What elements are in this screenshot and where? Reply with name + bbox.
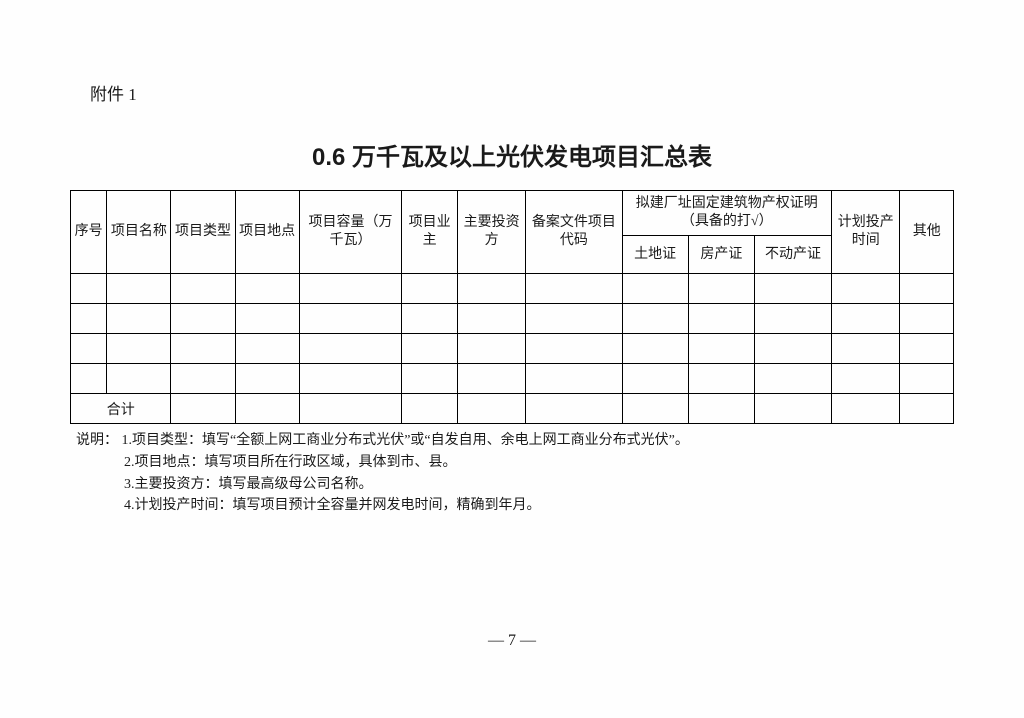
col-land-cert: 土地证 [622, 236, 688, 274]
table-row [71, 334, 954, 364]
col-project-type: 项目类型 [171, 191, 235, 274]
col-project-location: 项目地点 [235, 191, 299, 274]
col-seq: 序号 [71, 191, 107, 274]
col-property-group: 拟建厂址固定建筑物产权证明（具备的打√） [622, 191, 832, 236]
table-row [71, 274, 954, 304]
note-item: 4.计划投产时间：填写项目预计全容量并网发电时间，精确到年月。 [76, 495, 954, 517]
notes-list: 1.项目类型：填写“全额上网工商业分布式光伏”或“自发自用、余电上网工商业分布式… [76, 433, 954, 517]
note-item: 3.主要投资方：填写最高级母公司名称。 [76, 474, 954, 496]
page-title: 0.6 万千瓦及以上光伏发电项目汇总表 [70, 137, 954, 172]
col-main-investor: 主要投资方 [457, 191, 525, 274]
table-row [71, 364, 954, 394]
notes-label: 说明： [76, 433, 118, 448]
col-other: 其他 [900, 191, 954, 274]
attachment-label: 附件 1 [90, 80, 954, 105]
summary-table: 序号 项目名称 项目类型 项目地点 项目容量（万千瓦） 项目业主 主要投资方 备… [70, 190, 954, 424]
table-total-row: 合计 [71, 394, 954, 424]
page-number: — 7 — [0, 632, 1024, 650]
note-item: 2.项目地点：填写项目所在行政区域，具体到市、县。 [76, 452, 954, 474]
table-row [71, 304, 954, 334]
total-label: 合计 [71, 394, 171, 424]
note-item: 1.项目类型：填写“全额上网工商业分布式光伏”或“自发自用、余电上网工商业分布式… [122, 433, 689, 448]
notes-section: 说明： 1.项目类型：填写“全额上网工商业分布式光伏”或“自发自用、余电上网工商… [70, 430, 954, 517]
col-planned-prod-time: 计划投产时间 [832, 191, 900, 274]
col-real-estate-cert: 不动产证 [755, 236, 832, 274]
col-project-name: 项目名称 [107, 191, 171, 274]
col-house-cert: 房产证 [688, 236, 754, 274]
col-project-capacity: 项目容量（万千瓦） [299, 191, 402, 274]
col-filing-code: 备案文件项目代码 [526, 191, 622, 274]
col-project-owner: 项目业主 [402, 191, 458, 274]
